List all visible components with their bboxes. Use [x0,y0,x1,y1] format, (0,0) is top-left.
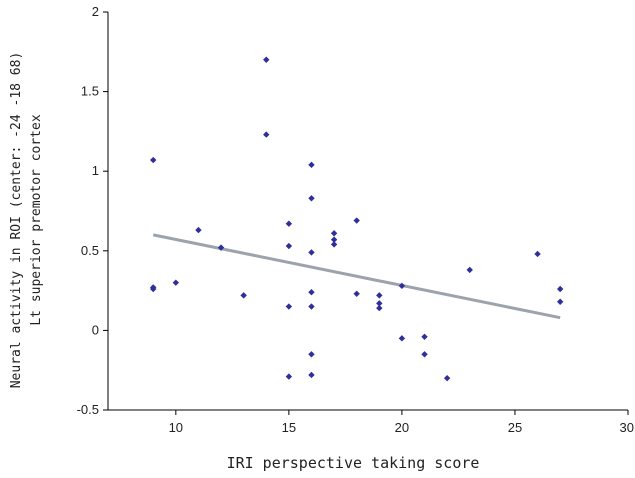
data-point [308,371,315,379]
data-point [308,303,315,310]
data-point [556,298,564,305]
x-tick-label: 25 [508,420,522,435]
y-tick-label: -0.5 [77,402,99,417]
data-point [330,230,338,237]
data-points [150,56,564,382]
data-point [150,285,157,293]
trendline [152,233,561,320]
data-point [172,279,180,286]
data-point [308,249,315,256]
data-point [330,236,338,243]
y-tick-label: 1.5 [81,84,99,99]
x-ticks: 10 15 20 25 30 [169,410,634,435]
data-point [240,292,247,299]
data-point [421,351,428,358]
data-point [285,373,293,380]
data-point [285,303,293,310]
data-point [308,288,315,296]
y-ticks: -0.5 0 0.5 1 1.5 2 [77,4,108,417]
y-tick-label: 2 [92,4,99,19]
data-point [285,220,293,227]
x-tick-label: 15 [282,420,296,435]
x-tick-label: 10 [169,420,183,435]
x-axis-title: IRI perspective taking score [227,454,480,472]
y-axis-title-line-2: Lt superior premotor cortex [29,114,44,325]
data-point [353,290,360,297]
y-tick-label: 1 [92,163,99,178]
data-point [330,241,338,248]
data-point [308,161,315,169]
y-tick-label: 0 [92,322,99,337]
data-point [308,351,315,358]
data-point [376,304,383,312]
y-tick-label: 0.5 [81,243,99,258]
data-point [263,56,270,63]
data-point [443,374,451,382]
data-point [398,282,406,290]
data-point [285,242,293,250]
data-point [263,131,270,138]
data-point [217,244,225,251]
data-point [421,333,428,340]
data-point [195,226,202,234]
data-point [376,292,383,299]
trendline-group [152,233,561,320]
data-point [556,285,564,293]
data-point [466,266,473,274]
y-axis-title-line-1: Neural activity in ROI (center: -24 -18 … [9,52,24,389]
x-tick-label: 30 [620,420,634,435]
data-point [150,156,157,164]
data-point [376,300,383,307]
x-tick-label: 20 [395,420,409,435]
data-point [353,217,360,224]
data-point [534,250,541,258]
axes [107,12,628,411]
data-point [398,335,406,342]
data-point [308,195,315,202]
